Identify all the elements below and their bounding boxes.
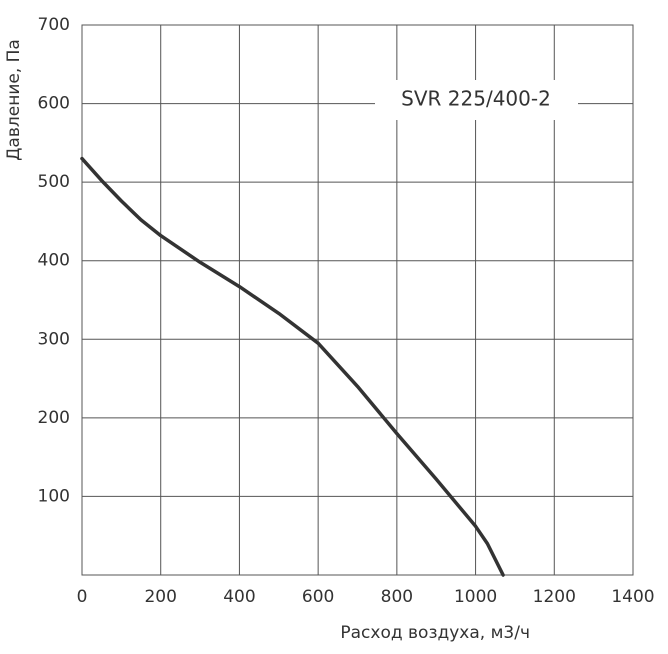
y-tick-label: 500	[38, 172, 70, 192]
y-tick-label: 400	[38, 251, 70, 271]
y-tick-label: 100	[38, 486, 70, 506]
x-tick-label: 800	[381, 587, 413, 607]
annotation-box	[375, 80, 578, 120]
x-tick-label: 1200	[533, 587, 576, 607]
x-tick-label: 400	[223, 587, 255, 607]
y-tick-label: 600	[38, 94, 70, 114]
curve	[80, 156, 505, 577]
annotation: SVR 225/400-2	[401, 87, 551, 111]
x-axis-label: Расход воздуха, м3/ч	[340, 623, 530, 643]
x-tick-label: 1000	[454, 587, 497, 607]
y-tick-label: 200	[38, 408, 70, 428]
y-tick-label: 300	[38, 329, 70, 349]
x-tick-label: 200	[144, 587, 176, 607]
x-tick-label: 1400	[611, 587, 654, 607]
y-axis-label: Давление, Па	[4, 39, 24, 161]
y-tick-label: 700	[38, 15, 70, 35]
x-tick-label: 0	[77, 587, 88, 607]
x-tick-label: 600	[302, 587, 334, 607]
